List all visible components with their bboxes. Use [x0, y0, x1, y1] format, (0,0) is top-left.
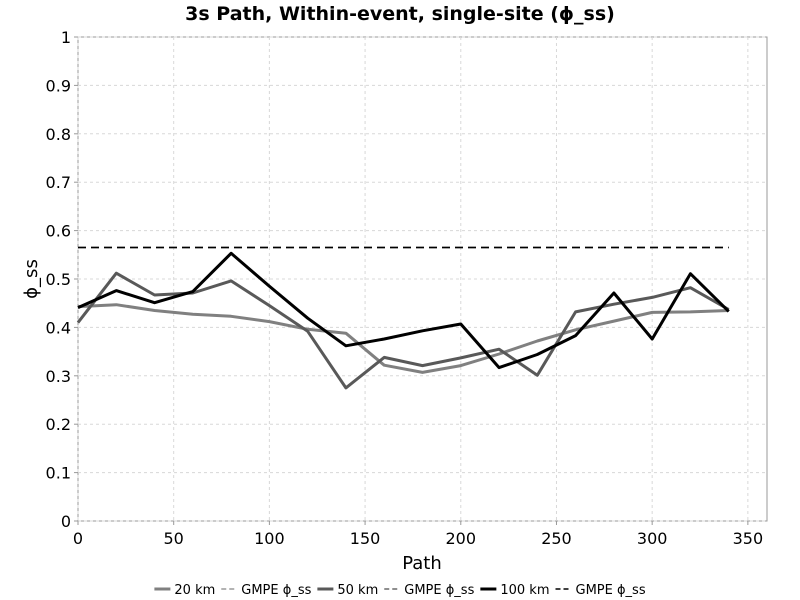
legend-label: GMPE ϕ_ss: [404, 583, 474, 598]
legend-label: 20 km: [174, 583, 215, 598]
series-line-4: [77, 251, 730, 370]
grid: [77, 36, 767, 522]
y-tick-label: 0.5: [46, 270, 71, 289]
series-group: [76, 246, 730, 390]
y-tick-label: 0.3: [46, 367, 71, 386]
y-tick-label: 0.2: [46, 415, 71, 434]
legend-label: 100 km: [500, 583, 549, 598]
x-tick-label: 150: [350, 529, 381, 548]
y-tick-label: 0.1: [46, 464, 71, 483]
y-tick-label: 0: [61, 512, 71, 531]
series-line-0: [77, 303, 729, 374]
x-axis-ticks: 0 50 100 150 200 250 300 350: [73, 521, 763, 548]
y-tick-label: 1: [61, 28, 71, 47]
legend: 20 km GMPE ϕ_ss 50 km GMPE ϕ_ss 100 km GMPE ϕ…: [154, 583, 646, 598]
y-axis-ticks: 0 0.1 0.2 0.3 0.4 0.5 0.6 0.7 0.8 0.9 1: [46, 28, 78, 531]
legend-label: GMPE ϕ_ss: [576, 583, 646, 598]
x-tick-label: 200: [446, 529, 477, 548]
y-tick-label: 0.4: [46, 318, 71, 337]
y-tick-label: 0.6: [46, 222, 71, 241]
x-tick-label: 50: [164, 529, 184, 548]
y-tick-label: 0.8: [46, 125, 71, 144]
x-tick-label: 350: [733, 529, 764, 548]
x-tick-label: 0: [73, 529, 83, 548]
x-axis-label: Path: [402, 553, 442, 574]
x-tick-label: 300: [637, 529, 668, 548]
legend-label: GMPE ϕ_ss: [241, 583, 311, 598]
chart-title: 3s Path, Within-event, single-site (ϕ_ss…: [185, 3, 615, 25]
legend-label: 50 km: [337, 583, 378, 598]
y-tick-label: 0.9: [46, 76, 71, 95]
x-tick-label: 100: [254, 529, 285, 548]
x-tick-label: 250: [541, 529, 572, 548]
y-axis-label: ϕ_ss: [21, 259, 42, 299]
y-tick-label: 0.7: [46, 173, 71, 192]
